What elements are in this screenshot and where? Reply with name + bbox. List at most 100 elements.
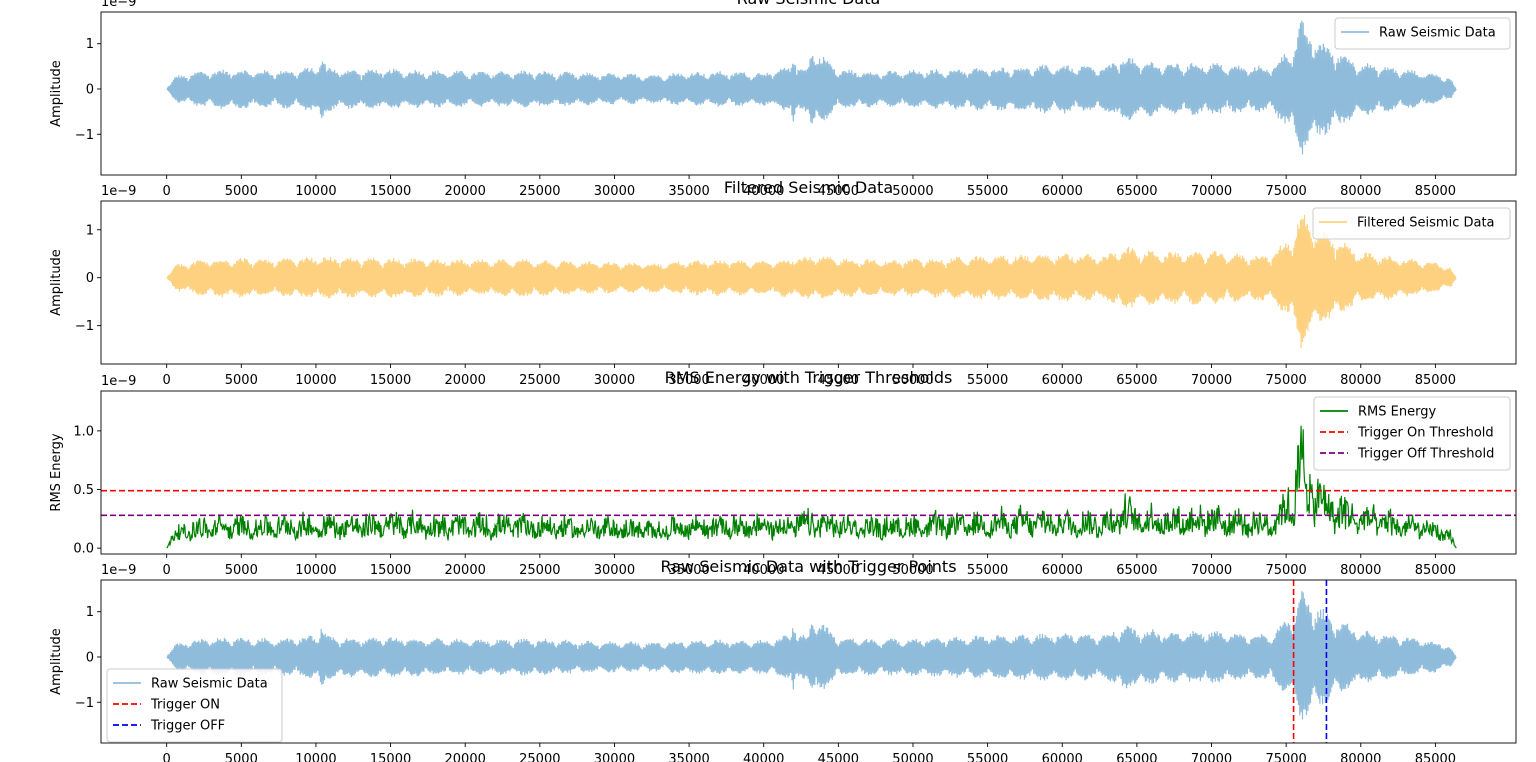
x-tick-label: 0 bbox=[163, 563, 171, 578]
x-tick-label: 40000 bbox=[743, 563, 784, 578]
x-tick-label: 50000 bbox=[892, 752, 933, 762]
x-tick-label: 5000 bbox=[225, 184, 258, 199]
x-tick-label: 35000 bbox=[668, 752, 709, 762]
x-tick-label: 35000 bbox=[668, 184, 709, 199]
x-tick-label: 85000 bbox=[1415, 184, 1456, 199]
y-tick-label: 0.5 bbox=[73, 483, 94, 498]
legend-label: Raw Seismic Data bbox=[1379, 26, 1496, 41]
plot-area bbox=[166, 580, 1457, 743]
y-tick-label: 1 bbox=[86, 223, 94, 238]
series-raw-seismic-data bbox=[166, 20, 1457, 155]
x-tick-label: 80000 bbox=[1340, 373, 1381, 388]
series-filtered-seismic-data bbox=[166, 214, 1457, 349]
y-tick-label: 0 bbox=[86, 271, 94, 286]
panel-1: 0 5000 10000 15000 20000 25000 30000 35000 40000… bbox=[49, 0, 1517, 199]
x-tick-label: 70000 bbox=[1191, 563, 1232, 578]
x-tick-label: 20000 bbox=[445, 184, 486, 199]
x-tick-label: 60000 bbox=[1042, 563, 1083, 578]
y-tick-label: 0 bbox=[86, 650, 94, 665]
legend-box bbox=[1313, 396, 1511, 471]
x-tick-label: 40000 bbox=[743, 184, 784, 199]
y-tick-label: 1 bbox=[86, 37, 94, 52]
x-tick-label: 45000 bbox=[818, 373, 859, 388]
x-tick-label: 30000 bbox=[594, 373, 635, 388]
axis-offset-text: 1e−9 bbox=[101, 184, 136, 199]
x-tick-label: 30000 bbox=[594, 563, 635, 578]
axis-offset-text: 1e−9 bbox=[101, 0, 136, 10]
legend-label: Trigger On Threshold bbox=[1357, 426, 1494, 441]
panel-title: Raw Seismic Data bbox=[737, 0, 881, 8]
panel-title: Filtered Seismic Data bbox=[724, 178, 893, 197]
x-tick-label: 75000 bbox=[1265, 563, 1306, 578]
y-tick-label: 0 bbox=[86, 82, 94, 97]
x-tick-label: 70000 bbox=[1191, 373, 1232, 388]
axes-frame bbox=[100, 390, 1517, 555]
axes-frame bbox=[100, 579, 1517, 744]
x-tick-label: 50000 bbox=[892, 373, 933, 388]
x-tick-label: 40000 bbox=[743, 752, 784, 762]
x-tick-label: 45000 bbox=[818, 184, 859, 199]
x-tick-label: 35000 bbox=[668, 563, 709, 578]
x-tick-label: 65000 bbox=[1116, 752, 1157, 762]
x-tick-label: 70000 bbox=[1191, 752, 1232, 762]
series-raw-seismic-data bbox=[166, 591, 1457, 720]
y-axis-label: Amplitude bbox=[49, 249, 64, 316]
x-tick-label: 50000 bbox=[892, 184, 933, 199]
y-axis-label: RMS Energy bbox=[49, 433, 64, 511]
x-tick-label: 80000 bbox=[1340, 184, 1381, 199]
legend-label: Trigger Off Threshold bbox=[1357, 447, 1494, 462]
x-tick-label: 85000 bbox=[1415, 563, 1456, 578]
x-tick-label: 60000 bbox=[1042, 184, 1083, 199]
legend-box bbox=[1334, 17, 1511, 50]
x-tick-label: 25000 bbox=[519, 752, 560, 762]
x-tick-label: 20000 bbox=[445, 752, 486, 762]
x-tick-label: 35000 bbox=[668, 373, 709, 388]
x-tick-label: 40000 bbox=[743, 373, 784, 388]
x-tick-label: 30000 bbox=[594, 752, 635, 762]
axis-offset-text: 1e−9 bbox=[101, 563, 136, 578]
x-tick-label: 0 bbox=[163, 373, 171, 388]
x-tick-label: 10000 bbox=[295, 563, 336, 578]
legend-box bbox=[1312, 207, 1511, 240]
x-tick-label: 65000 bbox=[1116, 184, 1157, 199]
x-tick-label: 75000 bbox=[1265, 373, 1306, 388]
y-axis-label: Amplitude bbox=[49, 628, 64, 695]
y-tick-label: 0.0 bbox=[73, 542, 94, 557]
x-tick-label: 45000 bbox=[818, 752, 859, 762]
panel-3: 0 5000 10000 15000 20000 25000 30000 35000 40000… bbox=[49, 368, 1517, 578]
x-tick-label: 5000 bbox=[225, 373, 258, 388]
x-tick-label: 65000 bbox=[1116, 563, 1157, 578]
x-tick-label: 75000 bbox=[1265, 752, 1306, 762]
x-tick-label: 0 bbox=[163, 752, 171, 762]
axis-offset-text: 1e−9 bbox=[101, 374, 136, 389]
x-tick-label: 50000 bbox=[892, 563, 933, 578]
x-tick-label: 5000 bbox=[225, 752, 258, 762]
plot-area bbox=[101, 425, 1516, 549]
x-tick-label: 55000 bbox=[967, 373, 1008, 388]
x-tick-label: 25000 bbox=[519, 184, 560, 199]
x-tick-label: 10000 bbox=[295, 184, 336, 199]
x-tick-label: 10000 bbox=[295, 373, 336, 388]
x-tick-label: 20000 bbox=[445, 563, 486, 578]
x-tick-label: 85000 bbox=[1415, 752, 1456, 762]
y-tick-label: −1 bbox=[75, 128, 94, 143]
legend-label: Raw Seismic Data bbox=[151, 677, 268, 692]
x-tick-label: 85000 bbox=[1415, 373, 1456, 388]
y-tick-label: −1 bbox=[75, 696, 94, 711]
plot-area bbox=[166, 214, 1457, 349]
panel-title: RMS Energy with Trigger Thresholds bbox=[665, 368, 953, 387]
x-tick-label: 15000 bbox=[370, 184, 411, 199]
x-tick-label: 20000 bbox=[445, 373, 486, 388]
x-tick-label: 15000 bbox=[370, 563, 411, 578]
y-axis-label: Amplitude bbox=[49, 60, 64, 127]
x-tick-label: 25000 bbox=[519, 373, 560, 388]
axes-frame bbox=[100, 200, 1517, 365]
plot-area bbox=[166, 20, 1457, 155]
panel-4: 0 5000 10000 15000 20000 25000 30000 35000 40000… bbox=[49, 557, 1517, 762]
x-tick-label: 55000 bbox=[967, 184, 1008, 199]
x-tick-label: 10000 bbox=[295, 752, 336, 762]
legend-box bbox=[106, 668, 283, 743]
x-tick-label: 15000 bbox=[370, 373, 411, 388]
y-tick-label: −1 bbox=[75, 319, 94, 334]
